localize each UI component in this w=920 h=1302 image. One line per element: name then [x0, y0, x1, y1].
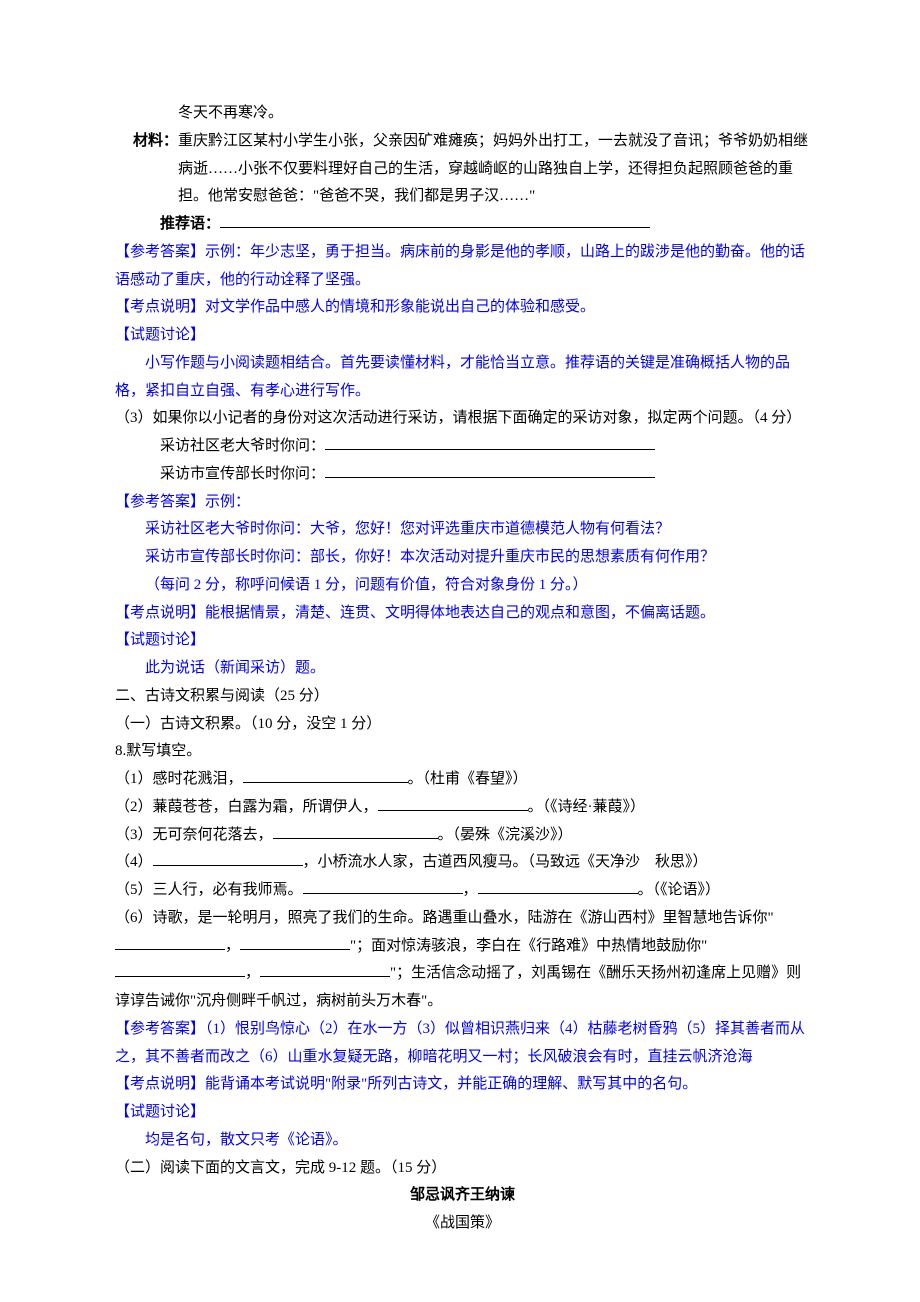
blank-3 — [273, 823, 438, 839]
answer-label: 【参考答案】 — [115, 244, 205, 260]
q3-kaodian-label: 【考点说明】 — [115, 605, 205, 621]
blank-4 — [153, 850, 303, 866]
q8-item-6: （6）诗歌，是一轮明月，照亮了我们的生命。路遇重山叠水，陆游在《游山西村》里智慧… — [115, 905, 810, 1016]
answer-block: 【参考答案】示例：年少志坚，勇于担当。病床前的身影是他的孝顺，山路上的跋涉是他的… — [115, 239, 810, 295]
section2-sub2: （二）阅读下面的文言文，完成 9-12 题。（15 分） — [115, 1155, 810, 1183]
q3-line-b: 采访市宣传部长时你问： — [115, 461, 810, 489]
section2-sub1: （一）古诗文积累。（10 分，没空 1 分） — [115, 711, 810, 739]
recommend-line: 推荐语： — [115, 211, 810, 239]
q8-4a: （4） — [115, 854, 153, 870]
q8-3b: 。（晏殊《浣溪沙》） — [438, 827, 573, 843]
q3-taolun-body: 此为说话（新闻采访）题。 — [115, 655, 810, 683]
q3-answer-b: 采访市宣传部长时你问：部长，你好！本次活动对提升重庆市民的思想素质有何作用？ — [115, 544, 810, 572]
q8-4b: ，小桥流水人家，古道西风瘦马。（马致远《天净沙 秋思》） — [303, 854, 708, 870]
q8-6d: ， — [245, 965, 260, 981]
q8-5a: （5）三人行，必有我师焉。 — [115, 882, 303, 898]
q8-2b: 。（《诗经·蒹葭》） — [528, 799, 646, 815]
blank-6a — [115, 934, 225, 950]
q3-kaodian-body: 能根据情景，清楚、连贯、文明得体地表达自己的观点和意图，不偏离话题。 — [205, 605, 715, 621]
blank-interview-b — [325, 462, 655, 478]
q8-head: 8.默写填空。 — [115, 738, 810, 766]
page-content: 冬天不再寒冷。 材料：重庆黔江区某村小学生小张，父亲因矿难瘫痪；妈妈外出打工，一… — [0, 0, 920, 1298]
blank-6d — [260, 961, 390, 977]
q8-item-5: （5）三人行，必有我师焉。 ， 。（《论语》） — [115, 877, 810, 905]
q8-1a: （1）感时花溅泪， — [115, 771, 243, 787]
material-label: 材料： — [133, 133, 178, 149]
q8-6b: ， — [225, 938, 240, 954]
q8-6a: （6）诗歌，是一轮明月，照亮了我们的生命。路遇重山叠水，陆游在《游山西村》里智慧… — [115, 910, 774, 926]
q3-line-a: 采访社区老大爷时你问： — [115, 433, 810, 461]
q8-5b: ， — [463, 882, 478, 898]
q8-item-2: （2）蒹葭苍苍，白露为霜，所谓伊人， 。（《诗经·蒹葭》） — [115, 794, 810, 822]
passage-title: 邹忌讽齐王纳谏 — [115, 1182, 810, 1210]
q3-answer-head: 【参考答案】示例： — [115, 489, 810, 517]
q3-stem: （3）如果你以小记者的身份对这次活动进行采访，请根据下面确定的采访对象，拟定两个… — [115, 405, 810, 433]
q8-3a: （3）无可奈何花落去， — [115, 827, 273, 843]
section2-heading: 二、古诗文积累与阅读（25 分） — [115, 683, 810, 711]
q3-answer-headtext: 示例： — [205, 494, 250, 510]
q3-text-a: 采访社区老大爷时你问： — [160, 438, 325, 454]
blank-2 — [378, 795, 528, 811]
q8-item-4: （4） ，小桥流水人家，古道西风瘦马。（马致远《天净沙 秋思》） — [115, 849, 810, 877]
taolun-body: 小写作题与小阅读题相结合。首先要读懂材料，才能恰当立意。推荐语的关键是准确概括人… — [115, 350, 810, 406]
s2-kaodian-body: 能背诵本考试说明"附录"所列古诗文，并能正确的理解、默写其中的名句。 — [205, 1076, 697, 1092]
blank-5b — [478, 878, 638, 894]
blank-interview-a — [325, 434, 655, 450]
q8-5c: 。（《论语》） — [638, 882, 721, 898]
q3-taolun-label: 【试题讨论】 — [115, 627, 810, 655]
q3-answer-label: 【参考答案】 — [115, 494, 205, 510]
s2-answer: 【参考答案】（1）恨别鸟惊心（2）在水一方（3）似曾相识燕归来（4）枯藤老树昏鸦… — [115, 1016, 810, 1072]
q8-1b: 。（杜甫《春望》） — [408, 771, 528, 787]
q3-answer-a: 采访社区老大爷时你问：大爷，您好！您对评选重庆市道德模范人物有何看法？ — [115, 516, 810, 544]
q8-item-3: （3）无可奈何花落去， 。（晏殊《浣溪沙》） — [115, 822, 810, 850]
poem-line: 冬天不再寒冷。 — [115, 100, 810, 128]
passage-source: 《战国策》 — [115, 1210, 810, 1238]
kaodian-block: 【考点说明】对文学作品中感人的情境和形象能说出自己的体验和感受。 — [115, 294, 810, 322]
answer-body: 示例：年少志坚，勇于担当。病床前的身影是他的孝顺，山路上的跋涉是他的勤奋。他的话… — [115, 244, 805, 288]
q3-text-b: 采访市宣传部长时你问： — [160, 466, 325, 482]
q8-6c: "；面对惊涛骇浪，李白在《行路难》中热情地鼓励你" — [350, 938, 707, 954]
s2-taolun-label: 【试题讨论】 — [115, 1099, 810, 1127]
q3-kaodian: 【考点说明】能根据情景，清楚、连贯、文明得体地表达自己的观点和意图，不偏离话题。 — [115, 600, 810, 628]
s2-answer-label: 【参考答案】 — [115, 1021, 205, 1037]
taolun-label: 【试题讨论】 — [115, 322, 810, 350]
material-body: 重庆黔江区某村小学生小张，父亲因矿难瘫痪；妈妈外出打工，一去就没了音讯；爷爷奶奶… — [178, 133, 808, 205]
q8-2a: （2）蒹葭苍苍，白露为霜，所谓伊人， — [115, 799, 378, 815]
s2-kaodian: 【考点说明】能背诵本考试说明"附录"所列古诗文，并能正确的理解、默写其中的名句。 — [115, 1071, 810, 1099]
kaodian-label: 【考点说明】 — [115, 299, 205, 315]
blank-1 — [243, 767, 408, 783]
material-block: 材料：重庆黔江区某村小学生小张，父亲因矿难瘫痪；妈妈外出打工，一去就没了音讯；爷… — [115, 128, 810, 211]
s2-answer-body: （1）恨别鸟惊心（2）在水一方（3）似曾相识燕归来（4）枯藤老树昏鸦（5）择其善… — [115, 1021, 805, 1065]
blank-6c — [115, 961, 245, 977]
kaodian-body: 对文学作品中感人的情境和形象能说出自己的体验和感受。 — [205, 299, 595, 315]
s2-kaodian-label: 【考点说明】 — [115, 1076, 205, 1092]
blank-recommend — [220, 212, 650, 228]
recommend-label: 推荐语： — [160, 216, 220, 232]
q3-answer-note: （每问 2 分，称呼问候语 1 分，问题有价值，符合对象身份 1 分。） — [115, 572, 810, 600]
blank-6b — [240, 934, 350, 950]
blank-5a — [303, 878, 463, 894]
s2-taolun-body: 均是名句，散文只考《论语》。 — [115, 1127, 810, 1155]
q8-item-1: （1）感时花溅泪， 。（杜甫《春望》） — [115, 766, 810, 794]
